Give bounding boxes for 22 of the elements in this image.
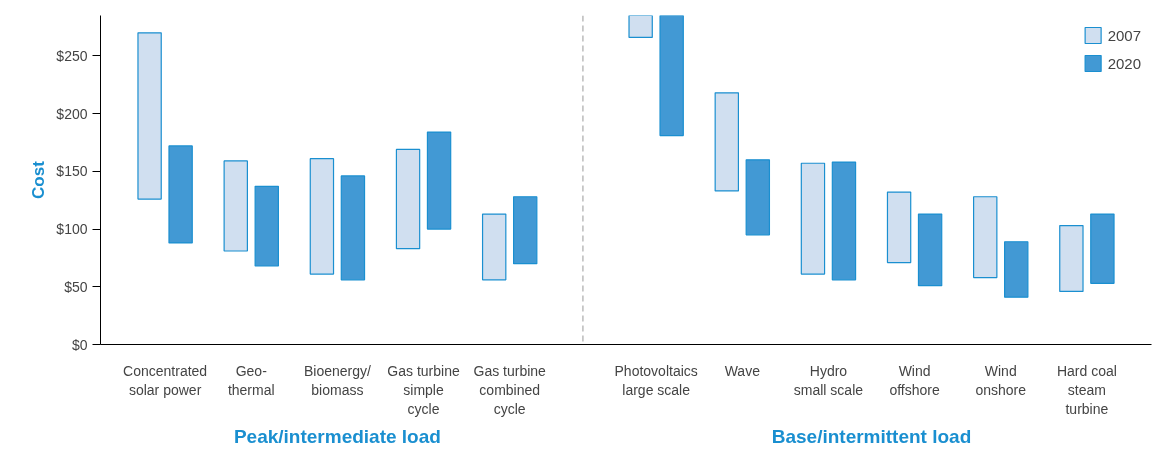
- legend-label: 2020: [1107, 54, 1141, 72]
- x-tick-label: Photovoltaics large scale: [614, 362, 698, 398]
- text: Base/intermittent load: [771, 425, 972, 447]
- x-tick-label: Hydro small scale: [793, 362, 864, 398]
- y-tick-label: $100: [56, 221, 88, 238]
- x-tick-label: Concentrated solar power: [123, 362, 208, 398]
- y-tick-label: $50: [64, 278, 88, 295]
- x-tick-label: Wind onshore: [975, 362, 1027, 398]
- x-tick-label: Gas turbine combined cycle: [473, 362, 547, 417]
- x-tick-label: Geo- thermal: [227, 362, 275, 398]
- y-tick-label: $200: [56, 105, 88, 122]
- legend-label: 2007: [1107, 26, 1141, 44]
- y-tick-label: $0: [71, 336, 88, 353]
- x-tick-label: Wave: [724, 362, 761, 379]
- y-axis-title: Cost: [29, 160, 49, 199]
- x-tick-label: Gas turbine simple cycle: [387, 362, 460, 417]
- y-tick-label: $250: [56, 47, 88, 64]
- text: Peak/intermediate load: [233, 425, 441, 447]
- y-tick-label: $150: [56, 163, 88, 180]
- x-tick-label: Bioenergy/ biomass: [303, 362, 371, 398]
- x-tick-label: Wind offshore: [889, 362, 940, 398]
- x-tick-label: Hard coal steam turbine: [1056, 362, 1117, 417]
